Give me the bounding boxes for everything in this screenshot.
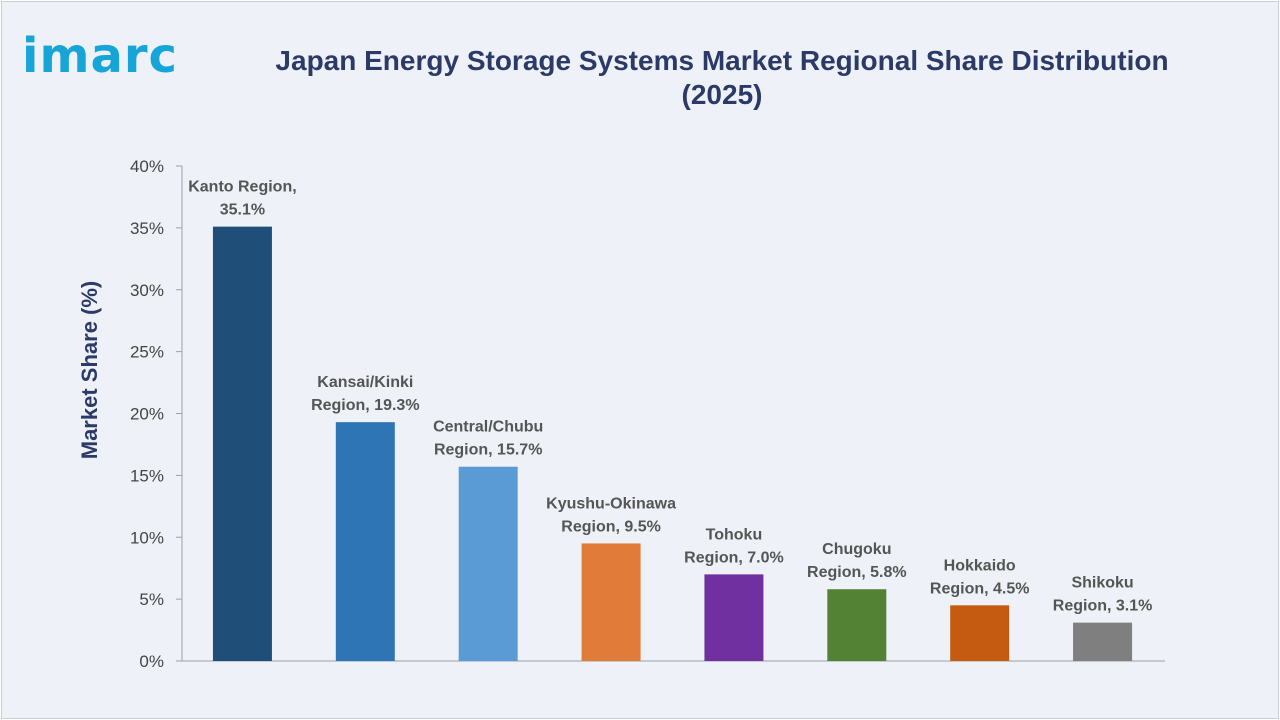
y-tick-label: 35% [130, 219, 164, 238]
bar [212, 226, 272, 661]
y-tick-label: 0% [139, 652, 164, 671]
y-tick-label: 5% [139, 590, 164, 609]
bar [704, 574, 764, 661]
data-label: Shikoku Region, 3.1% [1053, 575, 1153, 615]
y-tick-label: 25% [130, 343, 164, 362]
chart-title: Japan Energy Storage Systems Market Regi… [275, 45, 1169, 110]
data-label: Chugoku Region, 5.8% [807, 541, 907, 581]
bar [1073, 622, 1133, 661]
bar [581, 543, 641, 661]
imarc-logo: imarc [22, 28, 178, 84]
y-tick-label: 15% [130, 466, 164, 485]
bar [458, 466, 518, 661]
y-tick-label: 20% [130, 405, 164, 424]
y-tick-label: 30% [130, 281, 164, 300]
data-label: Kansai/Kinki Region, 19.3% [311, 374, 419, 414]
data-label: Kyushu-Okinawa Region, 9.5% [546, 495, 676, 535]
y-axis-label: Market Share (%) [77, 281, 102, 460]
y-tick-label: 10% [130, 528, 164, 547]
data-label: Central/Chubu Region, 15.7% [433, 419, 543, 459]
bar [335, 422, 395, 661]
data-label: Hokkaido Region, 4.5% [930, 557, 1030, 597]
y-tick-label: 40% [130, 157, 164, 176]
data-label: Kanto Region, 35.1% [188, 179, 296, 219]
bar [827, 589, 887, 661]
bar [950, 605, 1010, 661]
data-label: Tohoku Region, 7.0% [684, 526, 784, 566]
